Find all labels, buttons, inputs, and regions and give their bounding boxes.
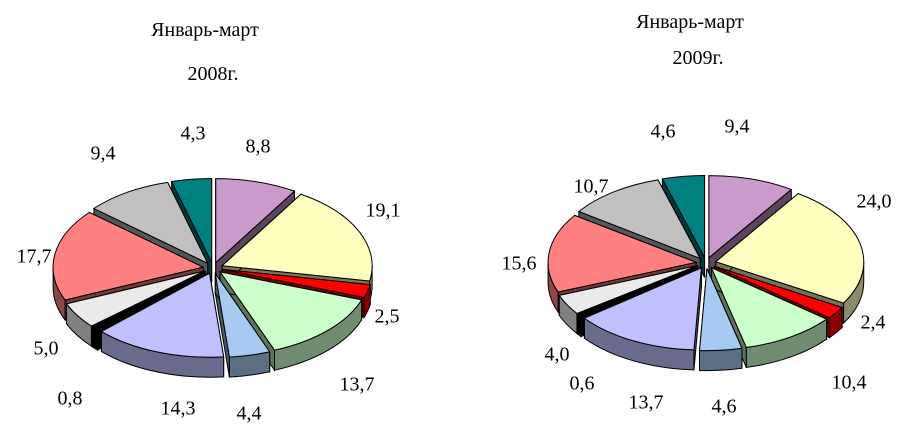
data-label: 4,4 bbox=[237, 403, 262, 425]
chart-title-line2: 2009г. bbox=[673, 47, 724, 69]
data-label: 19,1 bbox=[366, 200, 401, 222]
pie-slice-top bbox=[577, 179, 702, 260]
data-label: 0,6 bbox=[570, 373, 595, 395]
pie-slice-top bbox=[547, 214, 698, 293]
pie-slice-top bbox=[91, 271, 206, 331]
pie-slice-top bbox=[52, 211, 205, 301]
data-label: 4,3 bbox=[181, 123, 206, 145]
pie-slice-top bbox=[92, 181, 209, 265]
pie-slice-side bbox=[91, 326, 99, 351]
pie-slice bbox=[100, 272, 225, 378]
data-label: 2,4 bbox=[861, 312, 886, 334]
pie-slice-top bbox=[222, 268, 371, 298]
data-label: 4,6 bbox=[651, 121, 676, 143]
pie-slice-top bbox=[576, 265, 699, 318]
data-label: 4,0 bbox=[545, 344, 570, 366]
pie-slice-top bbox=[583, 267, 702, 351]
pie-chart-2009: Январь-март 2009г. 9,4 24,0 2,4 10,4 4,6 13,7… bbox=[502, 11, 892, 418]
data-label: 9,4 bbox=[91, 143, 116, 165]
pie-slice-top bbox=[698, 268, 743, 352]
pie-slice-top bbox=[714, 265, 844, 319]
data-label: 13,7 bbox=[340, 374, 375, 396]
data-label: 4,6 bbox=[712, 396, 737, 418]
pie-slice bbox=[214, 271, 271, 378]
pie-chart-2008: Январь-март 2008г. 8,8 19,1 2,5 13,7 4,4 14,3… bbox=[17, 19, 401, 425]
pie-slice-top bbox=[661, 174, 706, 258]
pie-slice-top bbox=[214, 273, 271, 358]
pie-slice bbox=[583, 267, 702, 371]
pie-slice-top bbox=[220, 193, 373, 282]
chart-title-line1: Январь-март bbox=[636, 11, 744, 33]
chart-title-line1: Январь-март bbox=[151, 19, 259, 41]
data-label: 13,7 bbox=[629, 392, 664, 414]
pie-slice-top bbox=[170, 177, 213, 263]
data-label: 2,5 bbox=[375, 306, 400, 328]
pie-slice-top bbox=[710, 266, 828, 348]
data-label: 15,6 bbox=[502, 253, 537, 275]
pie-slice-top bbox=[65, 270, 205, 327]
data-label: 10,7 bbox=[574, 176, 609, 198]
data-label: 5,0 bbox=[34, 338, 59, 360]
pie-slice bbox=[698, 268, 743, 372]
pie-slice-top bbox=[558, 265, 698, 315]
data-label: 10,4 bbox=[832, 372, 867, 394]
data-label: 0,8 bbox=[58, 388, 83, 410]
data-label: 8,8 bbox=[246, 136, 271, 158]
pie-slice-top bbox=[219, 271, 363, 351]
chart-title-line2: 2008г. bbox=[188, 63, 239, 85]
pie-slice-side bbox=[577, 313, 582, 338]
pie-slice-top bbox=[215, 178, 296, 264]
pie-slice-side bbox=[699, 347, 743, 372]
pie-slice-top bbox=[708, 175, 793, 259]
data-label: 24,0 bbox=[857, 191, 892, 213]
data-label: 14,3 bbox=[161, 398, 196, 420]
data-label: 17,7 bbox=[17, 246, 52, 268]
data-label: 9,4 bbox=[725, 116, 750, 138]
pie-slice-top bbox=[714, 193, 865, 304]
pie-slice-top bbox=[100, 272, 225, 358]
